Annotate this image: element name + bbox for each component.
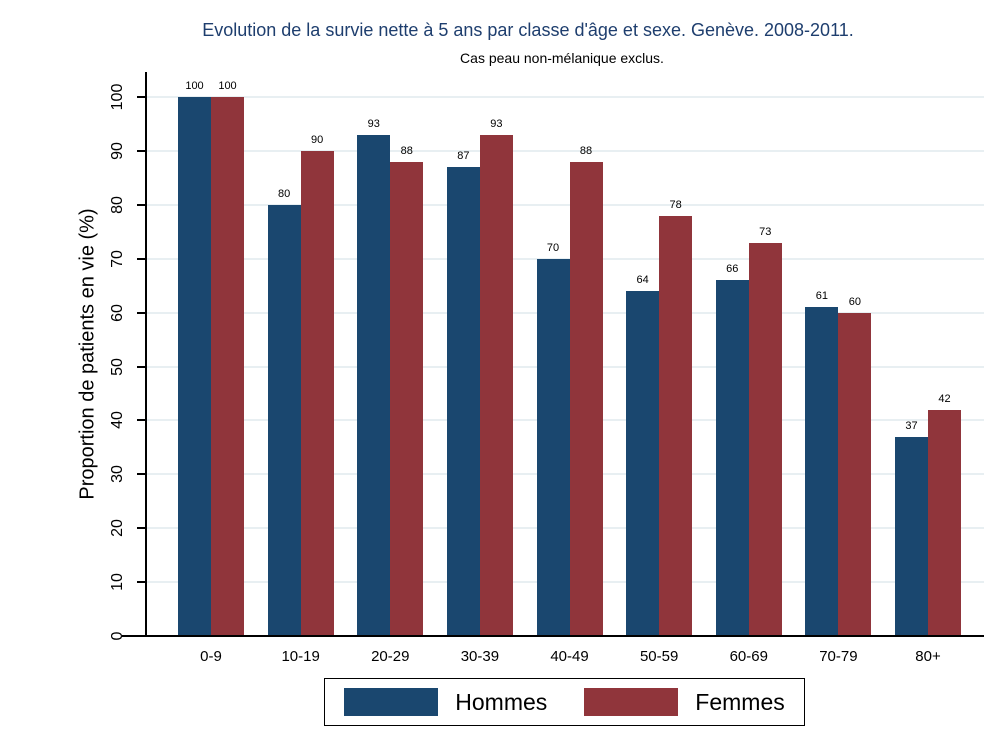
bar-femmes-70-79 (838, 312, 872, 636)
y-tick-label: 100 (109, 83, 126, 111)
y-tick-label: 20 (109, 519, 126, 538)
legend-label-femmes: Femmes (695, 688, 785, 715)
x-axis-label: 40-49 (550, 648, 589, 665)
bar-femmes-40-49 (569, 161, 603, 636)
bar-value-label: 61 (815, 290, 828, 303)
y-tick-label: 0 (109, 631, 126, 641)
bar-hommes-80+ (895, 436, 928, 636)
x-axis-label: 30-39 (460, 648, 500, 665)
y-tick-label: 70 (109, 249, 126, 268)
x-axis-label: 60-69 (729, 648, 768, 665)
y-tick (137, 96, 146, 98)
x-axis-label: 70-79 (819, 648, 858, 665)
y-tick (137, 635, 146, 637)
bar-hommes-40-49 (536, 258, 570, 636)
legend-swatch-femmes (584, 688, 679, 716)
chart-title: Evolution de la survie nette à 5 ans par… (202, 20, 854, 40)
y-tick-label: 50 (109, 357, 126, 376)
y-tick (137, 203, 146, 206)
x-axis-label: 20-29 (371, 648, 410, 665)
bar-value-label: 70 (546, 241, 560, 254)
y-tick-label: 90 (109, 141, 126, 160)
bar-value-label: 37 (905, 419, 918, 432)
bar-value-label: 60 (848, 295, 861, 308)
x-axis-label: 50-59 (639, 648, 679, 665)
y-tick (137, 365, 146, 368)
bar-femmes-80+ (928, 409, 961, 636)
bar-value-label: 78 (669, 198, 682, 211)
y-tick (137, 257, 146, 260)
bar-value-label: 66 (726, 263, 739, 276)
bar-hommes-60-69 (715, 280, 749, 636)
bar-hommes-20-29 (357, 134, 391, 636)
bar-value-label: 100 (185, 80, 204, 92)
bar-femmes-30-39 (479, 134, 513, 636)
y-tick (137, 311, 146, 314)
gridline (147, 203, 984, 206)
bar-hommes-0-9 (178, 97, 211, 636)
legend-label-hommes: Hommes (455, 688, 548, 715)
bar-value-label: 88 (579, 144, 593, 157)
bar-value-label: 42 (938, 392, 951, 405)
legend: Hommes Femmes (324, 678, 805, 726)
y-axis-line (145, 72, 147, 637)
bar-value-label: 88 (400, 144, 413, 157)
y-tick-label: 10 (109, 573, 126, 591)
gridline (147, 96, 984, 98)
x-axis-line (122, 635, 984, 637)
gridline (147, 149, 984, 152)
bar-value-label: 100 (218, 80, 237, 92)
y-tick (137, 419, 146, 422)
bar-hommes-50-59 (626, 291, 660, 636)
bar-value-label: 93 (367, 117, 380, 130)
chart-subtitle: Cas peau non-mélanique exclus. (460, 50, 664, 66)
y-tick (137, 473, 146, 476)
bar-value-label: 73 (759, 225, 772, 238)
bar-femmes-60-69 (748, 242, 782, 636)
bar-value-label: 64 (636, 274, 649, 287)
y-tick (137, 149, 146, 152)
bar-femmes-20-29 (390, 161, 424, 636)
x-axis-label: 0-9 (200, 648, 222, 665)
y-tick-label: 80 (109, 195, 126, 214)
y-tick-label: 40 (109, 411, 126, 430)
bar-femmes-0-9 (211, 97, 244, 636)
bar-value-label: 87 (457, 150, 470, 163)
x-axis-label: 10-19 (281, 648, 320, 665)
bar-femmes-50-59 (659, 215, 693, 636)
bar-value-label: 93 (490, 117, 503, 130)
y-tick-label: 60 (109, 303, 126, 322)
bar-value-label: 80 (278, 187, 291, 200)
y-tick-label: 30 (109, 465, 126, 484)
bar-hommes-30-39 (446, 167, 480, 636)
bar-value-label: 90 (311, 133, 324, 146)
legend-swatch-hommes (344, 688, 439, 716)
bar-hommes-10-19 (267, 204, 301, 636)
y-tick (137, 581, 146, 584)
x-axis-label: 80+ (915, 648, 941, 665)
bar-femmes-10-19 (300, 150, 334, 636)
y-tick (137, 527, 146, 530)
bar-hommes-70-79 (805, 307, 839, 636)
